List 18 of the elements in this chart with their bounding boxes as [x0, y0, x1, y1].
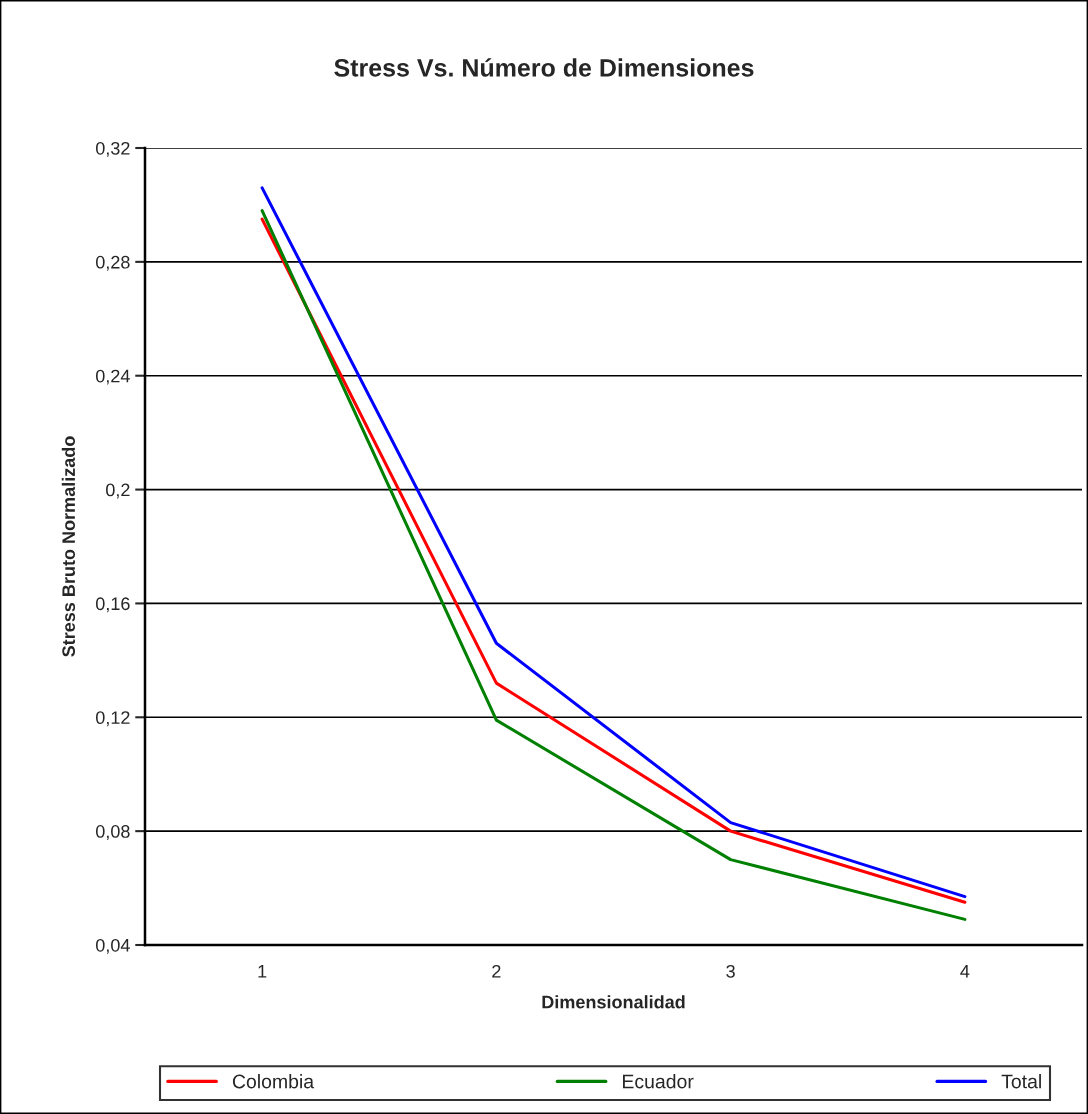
y-tick-label: 0,32	[95, 141, 130, 157]
x-axis-title: Dimensionalidad	[542, 995, 685, 1009]
legend-label: Total	[1001, 1074, 1041, 1089]
y-tick-label: 0,24	[95, 369, 130, 385]
x-tick-label: 3	[726, 964, 735, 978]
y-tick-label: 0,04	[95, 938, 130, 954]
y-tick-label: 0,08	[95, 825, 130, 840]
y-tick-label: 0,16	[95, 597, 130, 613]
x-tick-label: 2	[492, 964, 501, 978]
chart-title: Stress Vs. Número de Dimensiones	[334, 58, 754, 77]
y-tick-label: 0,12	[95, 711, 130, 727]
x-tick-label: 4	[960, 965, 970, 978]
y-axis-title: Stress Bruto Normalizado	[61, 436, 76, 657]
legend-label: Colombia	[232, 1074, 315, 1089]
legend-label: Ecuador	[623, 1074, 694, 1089]
y-tick-label: 0,2	[106, 483, 130, 499]
y-tick-label: 0,28	[95, 255, 130, 271]
x-tick-label: 1	[258, 965, 267, 978]
